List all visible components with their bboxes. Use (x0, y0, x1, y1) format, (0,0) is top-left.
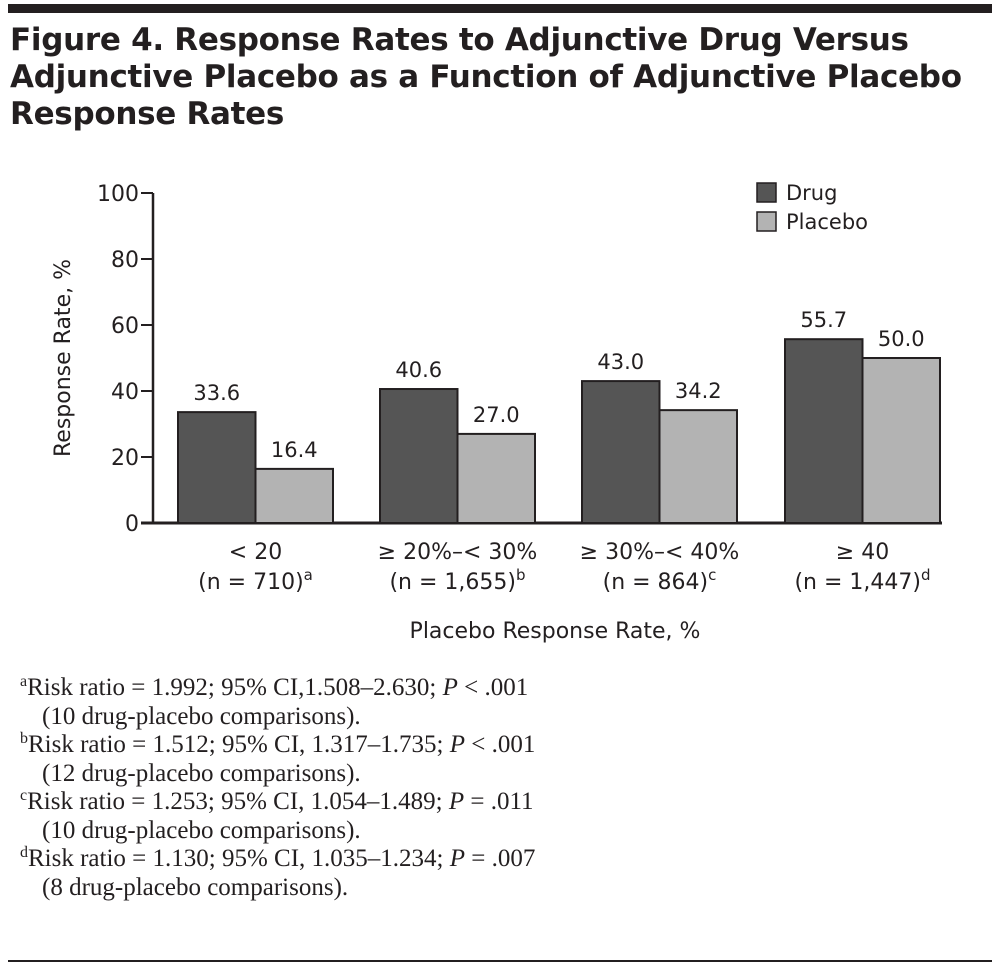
data-label: 40.6 (395, 358, 442, 382)
p-symbol: P (449, 845, 466, 872)
bar-drug (581, 380, 661, 524)
x-tick-sublabel: (n = 1,655)b (389, 566, 525, 595)
p-value: = .007 (465, 845, 536, 872)
footnote-mark: a (20, 673, 28, 690)
footnote-mark: b (20, 730, 28, 747)
p-symbol: P (442, 674, 458, 701)
figure-title: Figure 4. Response Rates to Adjunctive D… (10, 22, 962, 132)
footnote-comparisons: (10 drug-placebo comparisons). (42, 702, 361, 730)
data-label: 50.0 (878, 327, 925, 351)
y-tick-label: 60 (111, 314, 139, 339)
sample-size: (n = 864) (603, 570, 709, 595)
bar-chart: 0 20 40 60 80 100 Response Rate, % Placebo Resp… (51, 181, 942, 644)
data-label: 16.4 (271, 438, 318, 462)
footnote-mark: a (304, 566, 313, 584)
y-tick-label: 20 (111, 446, 139, 471)
footnote-text: Risk ratio = 1.512; 95% CI, 1.317–1.735; (28, 731, 450, 758)
data-label: 34.2 (675, 379, 722, 403)
legend-label: Placebo (786, 210, 868, 234)
footnote-mark: c (708, 566, 716, 584)
y-tick-label: 0 (125, 512, 139, 537)
sample-size: (n = 1,447) (794, 570, 921, 595)
bar-placebo (456, 432, 536, 524)
x-tick-label: ≥ 30%–< 40% (580, 540, 740, 565)
bar-drug (177, 411, 257, 524)
data-label: 27.0 (473, 403, 520, 427)
footnote-comparisons: (8 drug-placebo comparisons). (42, 873, 349, 901)
footnote-b: bRisk ratio = 1.512; 95% CI, 1.317–1.735… (20, 731, 535, 760)
footnote-comparisons: (10 drug-placebo comparisons). (42, 816, 361, 844)
y-axis-label: Response Rate, % (51, 259, 76, 457)
footnote-mark: b (516, 566, 526, 584)
footnote-text: Risk ratio = 1.130; 95% CI, 1.035–1.234; (28, 845, 450, 872)
footnote-mark: c (20, 787, 28, 804)
legend-swatch-drug (756, 182, 777, 203)
y-tick-label: 100 (97, 182, 139, 207)
x-tick-label: ≥ 40 (836, 540, 889, 565)
p-value: < .001 (465, 731, 536, 758)
footnote-a: aRisk ratio = 1.992; 95% CI,1.508–2.630;… (20, 674, 535, 703)
y-tick-label: 80 (111, 248, 139, 273)
x-tick-sublabel: (n = 1,447)d (794, 566, 930, 595)
bar-placebo (658, 409, 738, 525)
p-symbol: P (449, 731, 466, 758)
y-tick-label: 40 (111, 380, 139, 405)
bar-drug (379, 388, 459, 524)
footnote-d: dRisk ratio = 1.130; 95% CI, 1.035–1.234… (20, 845, 535, 874)
bar-placebo (254, 467, 334, 525)
x-tick-sublabel: (n = 710)a (198, 566, 313, 595)
footnote-mark: d (921, 566, 931, 584)
legend-label: Drug (786, 181, 837, 205)
x-tick-sublabel: (n = 864)c (603, 566, 717, 595)
legend-swatch-placebo (756, 211, 777, 232)
footnote-text: Risk ratio = 1.992; 95% CI,1.508–2.630; (27, 674, 443, 701)
x-tick-label: ≥ 20%–< 30% (378, 540, 538, 565)
bar-placebo (861, 357, 941, 524)
p-value: = .011 (464, 788, 534, 815)
bar-drug (784, 338, 864, 524)
p-value: < .001 (457, 674, 529, 701)
footnotes: aRisk ratio = 1.992; 95% CI,1.508–2.630;… (20, 674, 535, 902)
p-symbol: P (448, 788, 465, 815)
data-label: 33.6 (193, 381, 240, 405)
sample-size: (n = 710) (198, 570, 304, 595)
sample-size: (n = 1,655) (389, 570, 516, 595)
x-tick-label: < 20 (229, 540, 282, 565)
data-label: 43.0 (597, 350, 644, 374)
top-rule (8, 4, 992, 13)
data-label: 55.7 (800, 308, 847, 332)
x-axis-label: Placebo Response Rate, % (410, 619, 701, 644)
footnote-comparisons: (12 drug-placebo comparisons). (42, 759, 361, 787)
footnote-mark: d (20, 844, 28, 861)
footnote-c: cRisk ratio = 1.253; 95% CI, 1.054–1.489… (20, 788, 535, 817)
footnote-text: Risk ratio = 1.253; 95% CI, 1.054–1.489; (27, 788, 449, 815)
bottom-rule (8, 960, 992, 962)
